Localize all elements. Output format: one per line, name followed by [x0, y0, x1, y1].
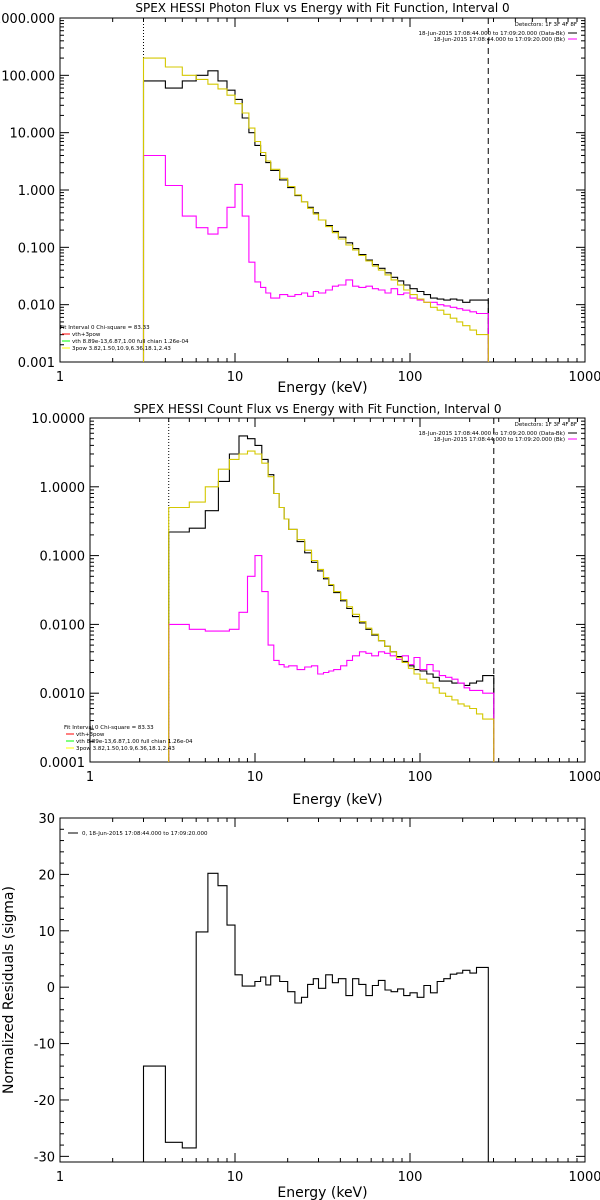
panel-3-y-tick-label: -10: [34, 1038, 55, 1053]
panel-2-legend-entry: vth 8.89e-13,6.87,1.00 full chian 1.26e-…: [76, 739, 193, 745]
panel-1-y-tick-label: 1000.000: [0, 12, 55, 27]
panel-2-x-tick-label: 1000: [568, 770, 600, 785]
panel-1-legend-entry: vth+3pow: [72, 332, 101, 338]
panel-2-series-line-3: [168, 450, 495, 762]
panel-2-legend-entry: 3pow 3.82,1.50,10.9,6.36,18.1,2.43: [76, 746, 175, 752]
panel-2-y-tick-label: 1.0000: [40, 481, 86, 496]
panel-2-legend-entry: Fit Interval 0 Chi-square = 83.33: [64, 725, 154, 731]
panel-3-y-tick-label: 20: [38, 868, 55, 883]
panel-1-legend-entry: 18-Jun-2015 17:08:44.000 to 17:09:20.000…: [433, 37, 565, 43]
panel-2-series-line-2: [168, 555, 495, 762]
panel-1-legend-entry: 3pow 3.82,1.50,10.9,6.36,18.1,2.43: [72, 346, 171, 352]
panel-1-series-line-3: [142, 57, 489, 362]
panel-3-x-tick-label: 10: [227, 1170, 244, 1185]
panel-2-title: SPEX HESSI Count Flux vs Energy with Fit…: [133, 402, 501, 416]
panel-3-y-axis-label: Normalized Residuals (sigma): [1, 886, 17, 1094]
panel-2-x-tick-label: 10: [247, 770, 264, 785]
panel-1-y-tick-label: 100.000: [1, 69, 55, 84]
panel-2-legend-entry: 18-Jun-2015 17:08:44.000 to 17:09:20.000…: [419, 431, 565, 437]
panel-3-series-line-1: [142, 872, 489, 1162]
panel-2-x-tick-label: 1: [86, 770, 94, 785]
panel-1-y-tick-label: 0.010: [18, 299, 55, 314]
panel-2-plot-frame: [89, 417, 586, 763]
panel-1-y-tick-label: 10.000: [10, 127, 56, 142]
panel-3-plot-frame: [59, 817, 586, 1163]
panel-2-y-tick-label: 10.0000: [31, 412, 85, 427]
panel-2-y-tick-label: 0.0100: [40, 618, 86, 633]
panel-1-y-tick-label: 1.000: [18, 184, 55, 199]
panel-2-y-tick-label: 0.1000: [40, 550, 86, 565]
panel-2-y-tick-label: 0.0001: [40, 756, 86, 771]
panel-1-title: SPEX HESSI Photon Flux vs Energy with Fi…: [135, 1, 509, 15]
panel-1-x-tick-label: 1000: [568, 370, 600, 385]
panel-1-x-tick-label: 1: [56, 370, 64, 385]
panel-3-y-tick-label: 30: [38, 812, 55, 827]
panel-2-legend-entry: vth+3pow: [76, 732, 105, 738]
panel-1-legend-entry: 18-Jun-2015 17:08:44.000 to 17:09:20.000…: [419, 31, 565, 37]
panel-1-x-axis-label: Energy (keV): [277, 380, 367, 396]
panel-1-x-tick-label: 100: [398, 370, 423, 385]
panel-3-x-tick-label: 1000: [568, 1170, 600, 1185]
panel-3-legend-entry: 0, 18-Jun-2015 17:08:44.000 to 17:09:20.…: [82, 831, 208, 837]
panel-2-x-axis-label: Energy (keV): [292, 792, 382, 808]
panel-1-detectors-label: Detectors: 1F 3F 4F 8F: [515, 22, 577, 28]
panel-1-x-tick-label: 10: [227, 370, 244, 385]
panel-2-x-tick-label: 100: [408, 770, 433, 785]
panel-3-y-tick-label: 0: [47, 981, 55, 996]
panel-2-detectors-label: Detectors: 1F 3F 4F 8F: [515, 422, 577, 428]
panel-3-x-tick-label: 100: [398, 1170, 423, 1185]
panel-1-series-line-2: [142, 154, 489, 362]
panel-3-x-axis-label: Energy (keV): [277, 1185, 367, 1200]
panel-3-x-tick-label: 1: [56, 1170, 64, 1185]
panel-1-legend-entry: Fit Interval 0 Chi-square = 83.33: [60, 325, 150, 331]
panel-2-legend-entry: 18-Jun-2015 17:08:44.000 to 17:09:20.000…: [433, 437, 565, 443]
panel-2-series-line-1: [168, 435, 495, 762]
panel-3-y-tick-label: -30: [34, 1150, 55, 1165]
panel-3-y-tick-label: -20: [34, 1094, 55, 1109]
panel-1-y-tick-label: 0.001: [18, 356, 55, 371]
panel-1-legend-entry: vth 8.89e-13,6.87,1.00 full chian 1.26e-…: [72, 339, 189, 345]
panel-2-y-tick-label: 0.0010: [40, 687, 86, 702]
panel-1-plot-frame: [59, 17, 586, 363]
panel-3-y-tick-label: 10: [38, 925, 55, 940]
panel-1-y-tick-label: 0.100: [18, 241, 55, 256]
